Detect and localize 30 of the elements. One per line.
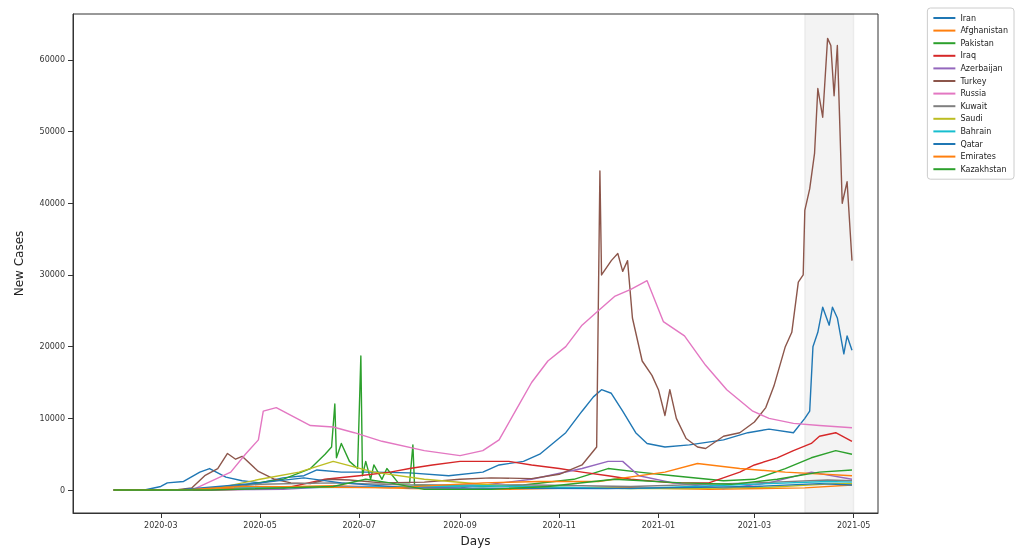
x-tick-label: 2020-03 <box>144 520 178 530</box>
legend-label: Bahrain <box>960 126 992 136</box>
y-tick-label: 30000 <box>39 270 65 280</box>
x-tick-label: 2021-05 <box>836 520 871 530</box>
legend-label: Kazakhstan <box>960 164 1007 174</box>
legend-label: Saudi <box>960 114 983 124</box>
legend-label: Azerbaijan <box>960 63 1003 73</box>
legend-label: Russia <box>960 89 987 99</box>
legend-label: Afghanistan <box>960 26 1008 36</box>
y-tick-label: 50000 <box>39 127 65 137</box>
x-tick-label: 2020-11 <box>542 520 576 530</box>
legend-label: Iran <box>960 13 976 23</box>
x-tick-label: 2020-07 <box>342 520 376 530</box>
y-tick-label: 20000 <box>39 342 65 352</box>
legend-label: Emirates <box>960 152 996 162</box>
y-tick-label: 0 <box>59 485 65 495</box>
legend-label: Kuwait <box>960 101 988 111</box>
x-tick-label: 2021-03 <box>737 520 772 530</box>
x-tick-label: 2021-01 <box>641 520 676 530</box>
y-tick-label: 40000 <box>39 198 65 208</box>
y-tick-label: 10000 <box>39 413 65 423</box>
legend-label: Qatar <box>960 139 984 149</box>
legend-label: Turkey <box>959 76 987 86</box>
y-tick-label: 60000 <box>39 55 65 65</box>
x-tick-label: 2020-09 <box>443 520 477 530</box>
legend-label: Pakistan <box>960 38 994 48</box>
y-axis-title: New Cases <box>12 230 26 297</box>
legend-label: Iraq <box>960 51 977 61</box>
x-axis-title: Days <box>460 534 491 548</box>
x-tick-label: 2020-05 <box>243 520 277 530</box>
